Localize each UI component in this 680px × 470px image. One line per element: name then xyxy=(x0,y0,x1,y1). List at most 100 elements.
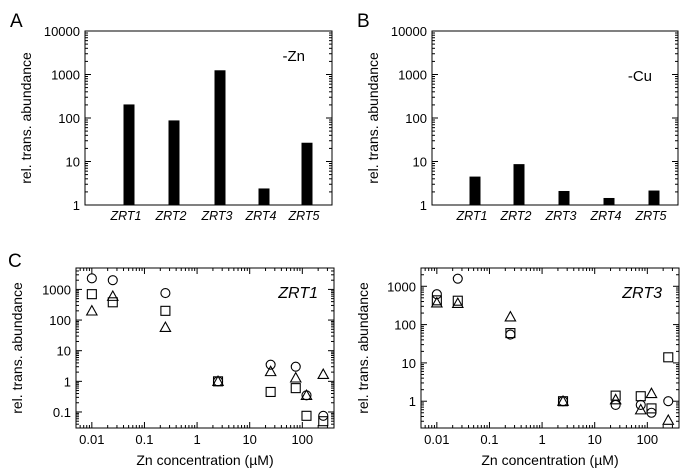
data-point-square xyxy=(431,295,442,306)
y-tick-label: 1000 xyxy=(387,279,416,294)
x-category-label: ZRT5 xyxy=(287,209,319,223)
x-tick-label: 1 xyxy=(538,432,545,447)
chart-gene-label: ZRT3 xyxy=(621,285,662,302)
condition-label: -Cu xyxy=(628,68,652,85)
data-point-triangle xyxy=(662,413,675,425)
x-tick-label: 0.01 xyxy=(424,432,449,447)
data-point-square xyxy=(86,289,97,300)
data-point-circle xyxy=(107,275,118,286)
y-axis-title: rel. trans. abundance xyxy=(365,52,381,184)
x-category-label: ZRT1 xyxy=(109,209,141,223)
data-point-circle xyxy=(663,396,674,407)
y-tick-label: 1000 xyxy=(398,68,427,83)
x-axis-title: Zn concentration (µM) xyxy=(481,452,618,468)
data-point-square xyxy=(635,391,646,402)
data-point-triangle xyxy=(300,388,313,401)
y-axis-title: rel. trans. abundance xyxy=(355,282,371,414)
y-tick-label: 1 xyxy=(73,198,80,213)
data-point-triangle xyxy=(317,367,330,379)
plot-frame xyxy=(431,30,679,206)
chart-gene-label: ZRT1 xyxy=(277,285,318,302)
y-tick-label: 1000 xyxy=(42,282,71,297)
x-tick-label: 0.01 xyxy=(79,432,104,447)
x-category-label: ZRT5 xyxy=(634,209,666,223)
plot-frame xyxy=(420,267,680,429)
y-tick-label: 0.1 xyxy=(53,405,71,420)
bar-chart-zn: 1 10 100 1000 10000 ZRT1 ZRT2 ZRT3 ZRT4 ZRT5 -Zn re… xyxy=(18,24,333,223)
data-point-triangle xyxy=(264,365,277,377)
data-point-triangle xyxy=(451,296,464,308)
y-axis-title: rel. trans. abundance xyxy=(18,52,34,184)
data-point-circle xyxy=(452,273,463,284)
bar-zrt4 xyxy=(603,197,615,205)
x-category-label: ZRT2 xyxy=(154,209,186,223)
y-tick-label: 1000 xyxy=(51,68,80,83)
x-tick-label: 0.1 xyxy=(135,432,153,447)
y-tick-label: 100 xyxy=(394,318,416,333)
y-tick-label: 10 xyxy=(413,155,427,170)
plot-frame xyxy=(75,267,335,429)
data-point-square xyxy=(301,410,312,421)
x-category-label: ZRT1 xyxy=(455,209,487,223)
data-point-triangle xyxy=(504,310,517,322)
bar-zrt1 xyxy=(123,104,135,205)
data-point-circle xyxy=(610,399,621,410)
data-point-triangle xyxy=(645,387,658,399)
condition-label: -Zn xyxy=(283,48,306,65)
data-point-square xyxy=(505,328,516,339)
y-tick-label: 10000 xyxy=(391,24,427,39)
bar-zrt2 xyxy=(168,120,180,205)
x-tick-label: 0.1 xyxy=(480,432,498,447)
x-tick-label: 100 xyxy=(291,432,313,447)
bar-zrt3 xyxy=(558,190,570,205)
bar-zrt1 xyxy=(469,176,481,205)
x-axis-title: Zn concentration (µM) xyxy=(136,452,273,468)
data-point-circle xyxy=(265,359,276,370)
y-axis-title: rel. trans. abundance xyxy=(9,282,25,414)
x-category-label: ZRT3 xyxy=(200,209,232,223)
y-tick-label: 1 xyxy=(64,374,71,389)
data-point-square xyxy=(646,403,657,414)
y-tick-label: 100 xyxy=(405,111,427,126)
y-tick-label: 100 xyxy=(58,111,80,126)
data-point-square xyxy=(452,295,463,306)
data-point-square xyxy=(663,352,674,363)
x-category-label: ZRT2 xyxy=(499,209,531,223)
x-category-label: ZRT3 xyxy=(544,209,576,223)
x-tick-label: 1 xyxy=(193,432,200,447)
data-point-square xyxy=(290,383,301,394)
panel-letter-a: A xyxy=(10,11,23,32)
bar-chart-cu: 1 10 100 1000 10000 ZRT1 ZRT2 ZRT3 ZRT4 ZRT5 -Cu re… xyxy=(365,24,679,223)
x-tick-label: 10 xyxy=(242,432,256,447)
data-point-circle xyxy=(86,273,97,284)
data-point-circle xyxy=(290,361,301,372)
data-point-triangle xyxy=(289,371,302,383)
bar-zrt5 xyxy=(648,190,660,205)
data-point-square xyxy=(610,390,621,401)
panel-letter-b: B xyxy=(357,11,370,32)
data-point-triangle xyxy=(609,393,622,405)
bar-zrt3 xyxy=(214,70,226,205)
y-tick-label: 10000 xyxy=(44,24,80,39)
y-tick-label: 10 xyxy=(402,356,416,371)
data-point-square xyxy=(107,297,118,308)
data-point-triangle xyxy=(106,289,119,301)
scatter-chart-zrt3: 1 10 100 1000 0.01 0.1 1 10 100 ZRT3 Zn concentrat… xyxy=(355,267,680,468)
data-point-triangle xyxy=(85,304,98,316)
y-tick-label: 10 xyxy=(57,344,71,359)
y-tick-label: 10 xyxy=(66,155,80,170)
data-point-triangle xyxy=(634,403,647,415)
bar-zrt2 xyxy=(513,164,525,205)
x-category-label: ZRT4 xyxy=(589,209,621,223)
scatter-chart-zrt1: 0.1 1 10 100 1000 0.01 0.1 1 10 100 ZRT1 Zn concent… xyxy=(9,267,335,468)
data-point-triangle xyxy=(430,296,443,308)
data-point-circle xyxy=(318,410,329,421)
x-category-label: ZRT4 xyxy=(244,209,276,223)
data-point-square xyxy=(160,305,171,316)
x-tick-label: 100 xyxy=(636,432,658,447)
x-tick-label: 10 xyxy=(587,432,601,447)
data-point-triangle xyxy=(211,375,225,387)
data-point-triangle xyxy=(556,394,570,406)
y-tick-label: 1 xyxy=(420,198,427,213)
